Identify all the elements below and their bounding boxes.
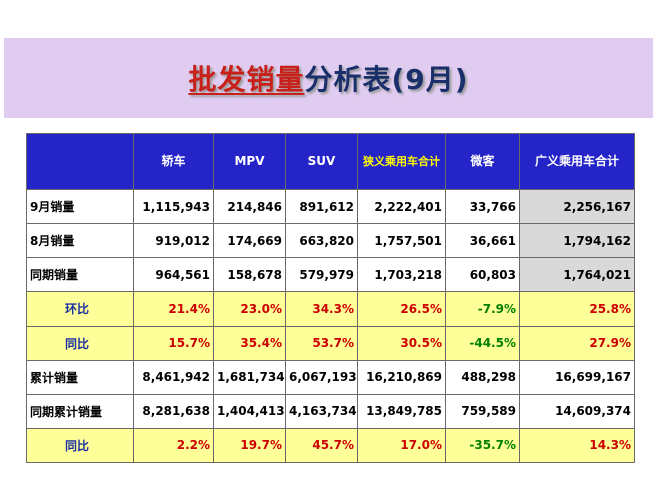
row-label: 同比: [26, 325, 134, 361]
table-cell: 1,757,501: [357, 223, 446, 259]
header-cell-narrow-total: 狭义乘用车合计: [357, 132, 446, 191]
title-highlight: 批发销量: [188, 63, 305, 96]
table-cell: 1,794,162: [519, 223, 635, 259]
row-label: 同期累计销量: [26, 393, 134, 429]
table-cell: 1,703,218: [357, 257, 446, 293]
table-cell: 35.4%: [213, 325, 286, 361]
table-cell: 14,609,374: [519, 393, 635, 429]
table-cell: 36,661: [445, 223, 520, 259]
table-cell: 174,669: [213, 223, 286, 259]
row-label: 同比: [26, 427, 134, 464]
table-cell: 26.5%: [357, 291, 446, 327]
title-band: [4, 38, 653, 118]
table-cell: 27.9%: [519, 325, 635, 361]
table-cell: 19.7%: [213, 427, 286, 464]
table-cell: 2,256,167: [519, 189, 635, 225]
table-cell: -44.5%: [445, 325, 520, 361]
table-row: 环比 21.4% 23.0% 34.3% 26.5% -7.9% 25.8%: [26, 291, 635, 327]
table-cell: 6,067,193: [285, 359, 358, 395]
table-cell: 21.4%: [133, 291, 214, 327]
table-cell: -7.9%: [445, 291, 520, 327]
header-row: 轿车 MPV SUV 狭义乘用车合计 微客 广义乘用车合计: [26, 132, 635, 191]
table-cell: 45.7%: [285, 427, 358, 464]
page-title: 批发销量分析表(9月): [0, 58, 657, 98]
table-row: 同比 2.2% 19.7% 45.7% 17.0% -35.7% 14.3%: [26, 427, 635, 464]
table-row: 同比 15.7% 35.4% 53.7% 30.5% -44.5% 27.9%: [26, 325, 635, 361]
table-cell: 8,461,942: [133, 359, 214, 395]
table-cell: 16,699,167: [519, 359, 635, 395]
table-cell: 30.5%: [357, 325, 446, 361]
header-cell-sedan: 轿车: [133, 132, 214, 191]
table-cell: 17.0%: [357, 427, 446, 464]
title-rest: 分析表(9月): [304, 63, 469, 96]
table-cell: 8,281,638: [133, 393, 214, 429]
row-label: 累计销量: [26, 359, 134, 395]
sales-table: 轿车 MPV SUV 狭义乘用车合计 微客 广义乘用车合计 9月销量 1,115…: [26, 132, 635, 464]
header-cell-mpv: MPV: [213, 132, 286, 191]
table-cell: 34.3%: [285, 291, 358, 327]
table-row: 9月销量 1,115,943 214,846 891,612 2,222,401…: [26, 189, 635, 225]
header-cell-blank: [26, 132, 134, 191]
table-cell: 14.3%: [519, 427, 635, 464]
table-cell: 15.7%: [133, 325, 214, 361]
row-label: 9月销量: [26, 189, 134, 225]
table-cell: 1,404,413: [213, 393, 286, 429]
table-row: 同期累计销量 8,281,638 1,404,413 4,163,734 13,…: [26, 393, 635, 429]
table-cell: 919,012: [133, 223, 214, 259]
table-cell: 25.8%: [519, 291, 635, 327]
table-cell: 158,678: [213, 257, 286, 293]
table-cell: 579,979: [285, 257, 358, 293]
header-cell-suv: SUV: [285, 132, 358, 191]
header-cell-minivan: 微客: [445, 132, 520, 191]
table-cell: 488,298: [445, 359, 520, 395]
table-cell: 23.0%: [213, 291, 286, 327]
table-cell: 1,681,734: [213, 359, 286, 395]
table-row: 8月销量 919,012 174,669 663,820 1,757,501 3…: [26, 223, 635, 259]
table-cell: 60,803: [445, 257, 520, 293]
row-label: 8月销量: [26, 223, 134, 259]
table-cell: 1,764,021: [519, 257, 635, 293]
table-cell: 964,561: [133, 257, 214, 293]
row-label: 环比: [26, 291, 134, 327]
table-cell: 2,222,401: [357, 189, 446, 225]
table-cell: 214,846: [213, 189, 286, 225]
table-cell: 759,589: [445, 393, 520, 429]
table-cell: 16,210,869: [357, 359, 446, 395]
table-cell: -35.7%: [445, 427, 520, 464]
table-cell: 53.7%: [285, 325, 358, 361]
table-row: 累计销量 8,461,942 1,681,734 6,067,193 16,21…: [26, 359, 635, 395]
row-label: 同期销量: [26, 257, 134, 293]
table-row: 同期销量 964,561 158,678 579,979 1,703,218 6…: [26, 257, 635, 293]
table-cell: 13,849,785: [357, 393, 446, 429]
table-cell: 891,612: [285, 189, 358, 225]
table-cell: 663,820: [285, 223, 358, 259]
table-cell: 4,163,734: [285, 393, 358, 429]
table-cell: 2.2%: [133, 427, 214, 464]
table-cell: 1,115,943: [133, 189, 214, 225]
table-cell: 33,766: [445, 189, 520, 225]
header-cell-broad-total: 广义乘用车合计: [519, 132, 635, 191]
